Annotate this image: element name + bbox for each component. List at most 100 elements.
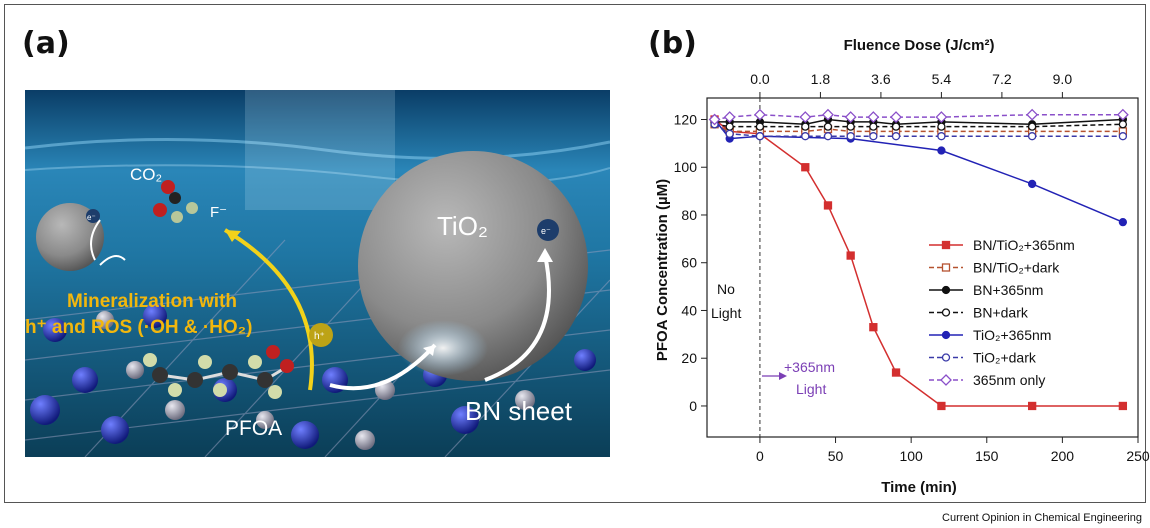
data-point-4 — [1027, 179, 1037, 189]
electron-label: e⁻ — [541, 226, 551, 236]
data-point-6 — [754, 108, 766, 121]
tio2-label: TiO₂ — [437, 211, 488, 241]
y-tick-label: 60 — [681, 255, 697, 271]
legend-marker-2 — [941, 285, 951, 295]
y-tick-label: 80 — [681, 207, 697, 223]
data-point-6 — [935, 111, 948, 124]
y-tick-label: 0 — [689, 398, 697, 414]
legend-label-5: TiO₂+dark — [973, 350, 1037, 366]
y-tick-label: 40 — [681, 302, 697, 318]
photocatalysis-illustration: CO₂ F⁻ TiO₂ e⁻ e⁻ h⁺ Mineralization with… — [25, 90, 610, 457]
series-line-6 — [714, 113, 1123, 121]
data-point-0 — [846, 251, 855, 260]
pfoa-label: PFOA — [225, 417, 282, 440]
pfoa-molecule — [143, 345, 294, 399]
mineralization-arrow — [223, 228, 314, 391]
data-point-6 — [867, 111, 880, 124]
data-point-5 — [801, 132, 810, 141]
x-tick-label: 50 — [828, 448, 844, 464]
fluoride-label: F⁻ — [210, 204, 227, 221]
data-point-3 — [725, 122, 734, 131]
y-tick-label: 100 — [674, 159, 698, 175]
top-tick-label: 7.2 — [992, 71, 1012, 87]
data-point-5 — [1118, 132, 1128, 141]
data-point-6 — [822, 108, 834, 121]
hole-label: h⁺ — [314, 331, 325, 342]
data-point-3 — [891, 122, 901, 131]
annotation-no: No — [717, 281, 735, 297]
data-point-5 — [725, 129, 734, 138]
figure-frame — [4, 4, 1146, 503]
data-point-6 — [723, 111, 736, 124]
data-point-5 — [846, 132, 855, 141]
mineralization-label-2: h⁺ and ROS (·OH & ·HO₂) — [25, 317, 252, 338]
data-point-5 — [755, 132, 765, 141]
x-tick-label: 100 — [899, 448, 923, 464]
legend-label-6: 365nm only — [973, 372, 1045, 388]
journal-credit: Current Opinion in Chemical Engineering — [942, 512, 1142, 524]
annotation-light: Light — [796, 381, 826, 397]
tio2-particle — [358, 151, 588, 381]
data-point-6 — [890, 111, 902, 124]
top-tick-label: 5.4 — [932, 71, 952, 87]
x-tick-label: 200 — [1051, 448, 1075, 464]
legend-label-4: TiO₂+365nm — [973, 327, 1051, 343]
light-arrowhead — [779, 372, 787, 380]
data-point-6 — [708, 113, 721, 126]
top-tick-label: 0.0 — [750, 71, 770, 87]
data-point-3 — [937, 122, 946, 131]
top-tick-label: 3.6 — [871, 71, 891, 87]
top-axis-title: Fluence Dose (J/cm²) — [844, 37, 995, 54]
top-tick-label: 9.0 — [1053, 71, 1073, 87]
data-point-3 — [1027, 122, 1037, 131]
data-point-0 — [1027, 401, 1037, 411]
x-tick-label: 0 — [756, 448, 764, 464]
small-tio2-particle — [36, 203, 104, 271]
data-point-5 — [891, 132, 901, 141]
data-point-5 — [869, 132, 878, 141]
legend-label-0: BN/TiO₂+365nm — [973, 237, 1075, 253]
top-tick-label: 1.8 — [811, 71, 831, 87]
legend-marker-0 — [941, 240, 951, 250]
legend-marker-3 — [941, 308, 951, 317]
series-line-4 — [713, 119, 1124, 223]
data-point-5 — [1027, 132, 1037, 141]
data-point-6 — [1116, 108, 1129, 121]
data-point-5 — [937, 132, 946, 141]
data-point-3 — [846, 122, 855, 131]
legend-marker-1 — [941, 263, 951, 272]
data-point-3 — [823, 122, 833, 131]
plot-frame — [706, 97, 1139, 438]
series-line-0 — [714, 118, 1123, 407]
annotation-365nm: +365nm — [784, 359, 835, 375]
data-point-3 — [869, 122, 878, 131]
panel-a-label: (a) — [22, 26, 70, 61]
panel-b-label: (b) — [648, 26, 697, 61]
series-line-2 — [714, 118, 1123, 126]
data-point-3 — [801, 122, 810, 131]
legend-label-2: BN+365nm — [973, 282, 1043, 298]
data-point-0 — [823, 201, 833, 210]
data-point-3 — [1118, 120, 1128, 129]
mineralization-label-1: Mineralization with — [67, 291, 237, 312]
data-point-6 — [1026, 108, 1039, 121]
data-point-0 — [891, 368, 901, 377]
annotation-no-light: Light — [711, 305, 741, 321]
x-tick-label: 150 — [975, 448, 999, 464]
legend-label-3: BN+dark — [973, 305, 1029, 321]
co2-molecule — [153, 180, 198, 223]
x-tick-label: 250 — [1126, 448, 1150, 464]
data-point-6 — [799, 111, 812, 124]
data-point-3 — [755, 122, 765, 131]
data-point-0 — [869, 323, 878, 332]
y-axis-title: PFOA Concentration (µM) — [654, 179, 671, 361]
data-point-4 — [1118, 217, 1128, 227]
y-tick-label: 20 — [681, 350, 697, 366]
electron-label-small: e⁻ — [87, 213, 96, 222]
legend-marker-4 — [941, 330, 951, 340]
data-point-0 — [801, 163, 810, 172]
legend-marker-6 — [940, 374, 952, 386]
data-point-4 — [937, 146, 946, 155]
